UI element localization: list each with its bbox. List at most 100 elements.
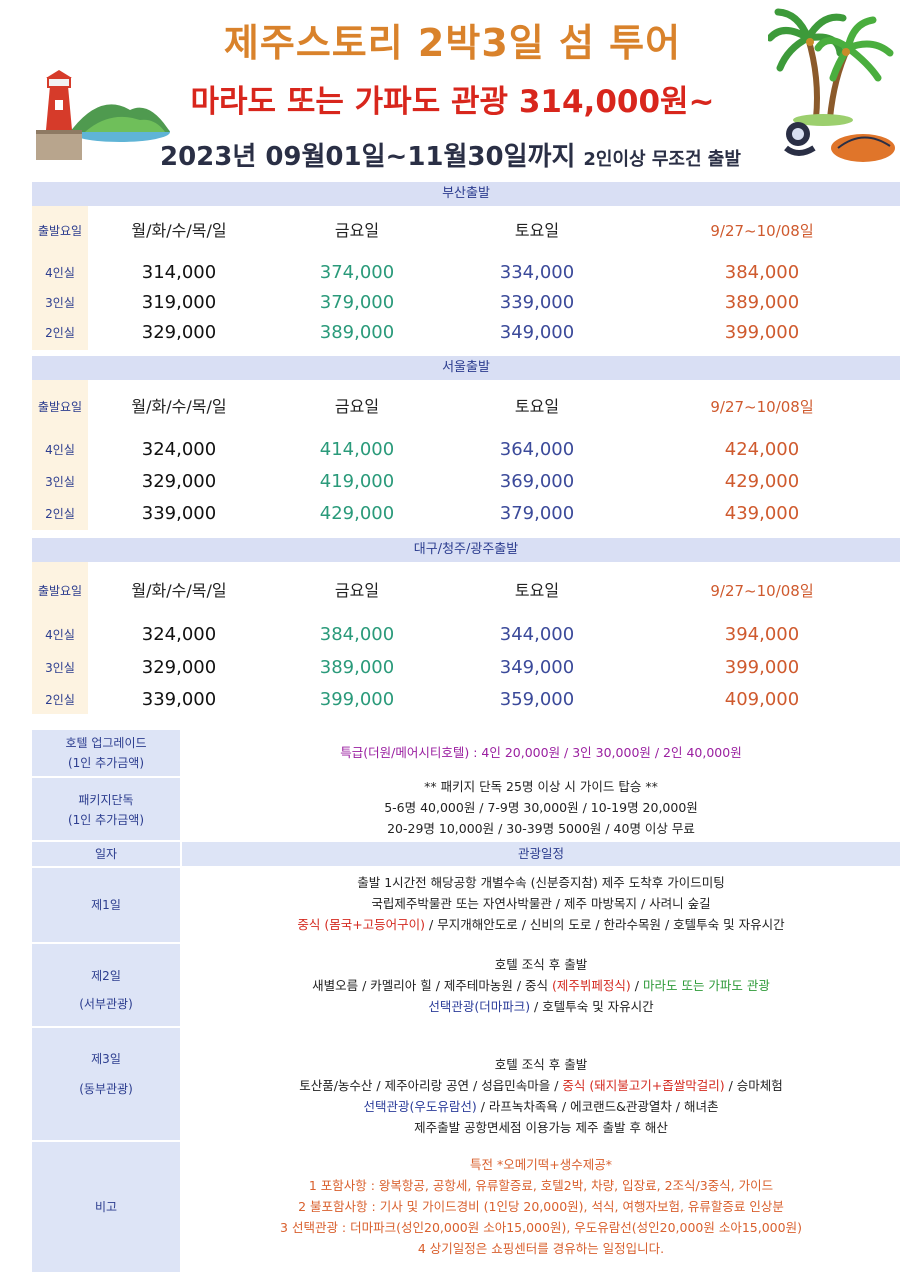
lunch-highlight: 중식 (돼지불고기+좁쌀막걸리) [562,1078,725,1093]
schedule-line: 중식 (몸국+고등어구이) / 무지개해안도로 / 신비의 도로 / 한라수목원… [182,914,900,935]
saturday-header: 토요일 [514,581,560,600]
saturday-header: 토요일 [514,221,560,240]
package-solo-label-line2: (1인 추가금액) [67,813,144,827]
room-type: 3인실 [45,475,75,489]
tour-period: 2023년 09월01일~11월30일까지 [160,142,576,172]
header-row: 출발요일 월/화/수/목/일 금요일 토요일 9/27~10/08일 [32,216,900,246]
weekday-price: 339,000 [141,503,217,524]
friday-price: 429,000 [319,503,395,524]
peak-price: 384,000 [724,262,800,283]
table-row: 2인실 329,000 389,000 349,000 399,000 [32,318,900,348]
optional-tour-highlight: 선택관광(더마파크) [428,999,531,1014]
table-row: 3인실 329,000 389,000 349,000 399,000 [32,653,900,683]
package-solo-line: 5-6명 40,000원 / 7-9명 30,000원 / 10-19명 20,… [384,800,698,815]
remarks-line: 4 상기일정은 쇼핑센터를 경유하는 일정입니다. [417,1241,665,1256]
haenyeo-diver-illustration [784,122,895,162]
weekday-header: 월/화/수/목/일 [131,581,227,600]
schedule-line: 새별오름 / 카멜리아 힐 / 제주테마농원 / 중식 (제주뷔페정식) / 마… [182,975,900,996]
schedule-text: / 승마체험 [724,1078,783,1093]
table-row: 4인실 314,000 374,000 334,000 384,000 [32,258,900,288]
header-row: 출발요일 월/화/수/목/일 금요일 토요일 9/27~10/08일 [32,392,900,422]
room-type: 3인실 [45,661,75,675]
weekday-price: 329,000 [141,657,217,678]
peak-period-header: 9/27~10/08일 [710,398,814,416]
saturday-price: 369,000 [499,471,575,492]
page-header: 제주스토리 2박3일 섬 투어 마라도 또는 가파도 관광 314,000원~ … [0,0,905,180]
departure-day-label: 출발요일 [37,584,83,598]
room-type: 4인실 [45,628,75,642]
remarks-line: 2 불포함사항 : 기사 및 가이드경비 (1인당 20,000원), 석식, … [298,1199,784,1214]
weekday-price: 329,000 [141,322,217,343]
saturday-price: 349,000 [499,657,575,678]
busan-departure-section: 부산출발 출발요일 월/화/수/목/일 금요일 토요일 9/27~10/08일 … [32,182,900,350]
saturday-price: 339,000 [499,292,575,313]
lunch-highlight: (제주뷔페정식) [552,978,631,993]
info-table: 호텔 업그레이드 (1인 추가금액) 특급(더원/메어시티호텔) : 4인 20… [32,730,900,1275]
remarks-line: 특전 *오메기떡+생수제공* [470,1157,612,1172]
optional-tour-highlight: 선택관광(우도유람선) [363,1099,477,1114]
room-type: 2인실 [45,326,75,340]
day3-subtitle: (동부관광) [79,1082,133,1096]
friday-header: 금요일 [334,397,380,416]
table-row: 3인실 319,000 379,000 339,000 389,000 [32,288,900,318]
schedule-line: 호텔 조식 후 출발 [494,957,588,972]
room-type: 4인실 [45,443,75,457]
package-solo-line: 20-29명 10,000원 / 30-39명 5000원 / 40명 이상 무… [387,821,695,836]
day1-schedule: 출발 1시간전 해당공항 개별수속 (신분증지참) 제주 도착후 가이드미팅 국… [182,872,900,935]
hotel-upgrade-label-line1: 호텔 업그레이드 [65,736,147,750]
saturday-price: 359,000 [499,689,575,710]
period-line: 2023년 09월01일~11월30일까지 2인이상 무조건 출발 [160,136,741,173]
room-type-column [32,562,88,714]
room-type: 4인실 [45,266,75,280]
page-title: 제주스토리 2박3일 섬 투어 [223,21,682,65]
schedule-line: 국립제주박물관 또는 자연사박물관 / 제주 마방목지 / 사려니 숲길 [371,896,711,911]
day3-label: 제3일 (동부관광) [32,1028,180,1140]
schedule-line: 출발 1시간전 해당공항 개별수속 (신분증지참) 제주 도착후 가이드미팅 [357,875,725,890]
schedule-line: 토산품/농수산 / 제주아리랑 공연 / 성읍민속마을 / 중식 (돼지불고기+… [182,1075,900,1096]
friday-price: 384,000 [319,624,395,645]
lunch-highlight: 중식 (몸국+고등어구이) [297,917,426,932]
schedule-line: 선택관광(우도유람선) / 라프녹차족욕 / 에코랜드&관광열차 / 해녀촌 [182,1096,900,1117]
section-title: 서울출발 [32,356,900,380]
schedule-text: / [630,978,643,993]
schedule-line: 호텔 조식 후 출발 [494,1057,588,1072]
schedule-text: 토산품/농수산 / 제주아리랑 공연 / 성읍민속마을 / [299,1078,563,1093]
schedule-line: 선택관광(더마파크) / 호텔투숙 및 자유시간 [182,996,900,1017]
schedule-column-header: 관광일정 [182,842,900,866]
room-type: 3인실 [45,296,75,310]
weekday-price: 324,000 [141,439,217,460]
daegu-cheongju-gwangju-departure-section: 대구/청주/광주출발 출발요일 월/화/수/목/일 금요일 토요일 9/27~1… [32,538,900,714]
peak-price: 394,000 [724,624,800,645]
table-row: 4인실 324,000 384,000 344,000 394,000 [32,620,900,650]
friday-price: 379,000 [319,292,395,313]
peak-price: 409,000 [724,689,800,710]
schedule-text: 새별오름 / 카멜리아 힐 / 제주테마농원 / 중식 [312,978,553,993]
header-row: 출발요일 월/화/수/목/일 금요일 토요일 9/27~10/08일 [32,576,900,606]
schedule-line: 제주출발 공항면세점 이용가능 제주 출발 후 해산 [414,1120,668,1135]
day1-label: 제1일 [32,868,180,942]
peak-price: 439,000 [724,503,800,524]
hotel-upgrade-text: 특급(더원/메어시티호텔) : 4인 20,000원 / 3인 30,000원 … [340,745,742,760]
peak-price: 424,000 [724,439,800,460]
day3-schedule: 호텔 조식 후 출발 토산품/농수산 / 제주아리랑 공연 / 성읍민속마을 /… [182,1054,900,1138]
saturday-price: 349,000 [499,322,575,343]
saturday-price: 379,000 [499,503,575,524]
peak-price: 399,000 [724,657,800,678]
seoul-departure-section: 서울출발 출발요일 월/화/수/목/일 금요일 토요일 9/27~10/08일 … [32,356,900,530]
package-solo-text: ** 패키지 단독 25명 이상 시 가이드 탑승 ** 5-6명 40,000… [182,776,900,839]
friday-price: 389,000 [319,657,395,678]
friday-price: 414,000 [319,439,395,460]
peak-price: 399,000 [724,322,800,343]
weekday-price: 324,000 [141,624,217,645]
friday-header: 금요일 [334,221,380,240]
room-type-column [32,380,88,530]
departure-condition: 2인이상 무조건 출발 [583,149,741,170]
day3-title: 제3일 [91,1052,121,1066]
room-type: 2인실 [45,507,75,521]
table-row: 3인실 329,000 419,000 369,000 429,000 [32,467,900,497]
remarks-line: 3 선택관광 : 더마파크(성인20,000원 소아15,000원), 우도유람… [280,1220,802,1235]
package-solo-label-line1: 패키지단독 [78,793,134,807]
friday-price: 419,000 [319,471,395,492]
peak-period-header: 9/27~10/08일 [710,222,814,240]
day2-schedule: 호텔 조식 후 출발 새별오름 / 카멜리아 힐 / 제주테마농원 / 중식 (… [182,954,900,1017]
